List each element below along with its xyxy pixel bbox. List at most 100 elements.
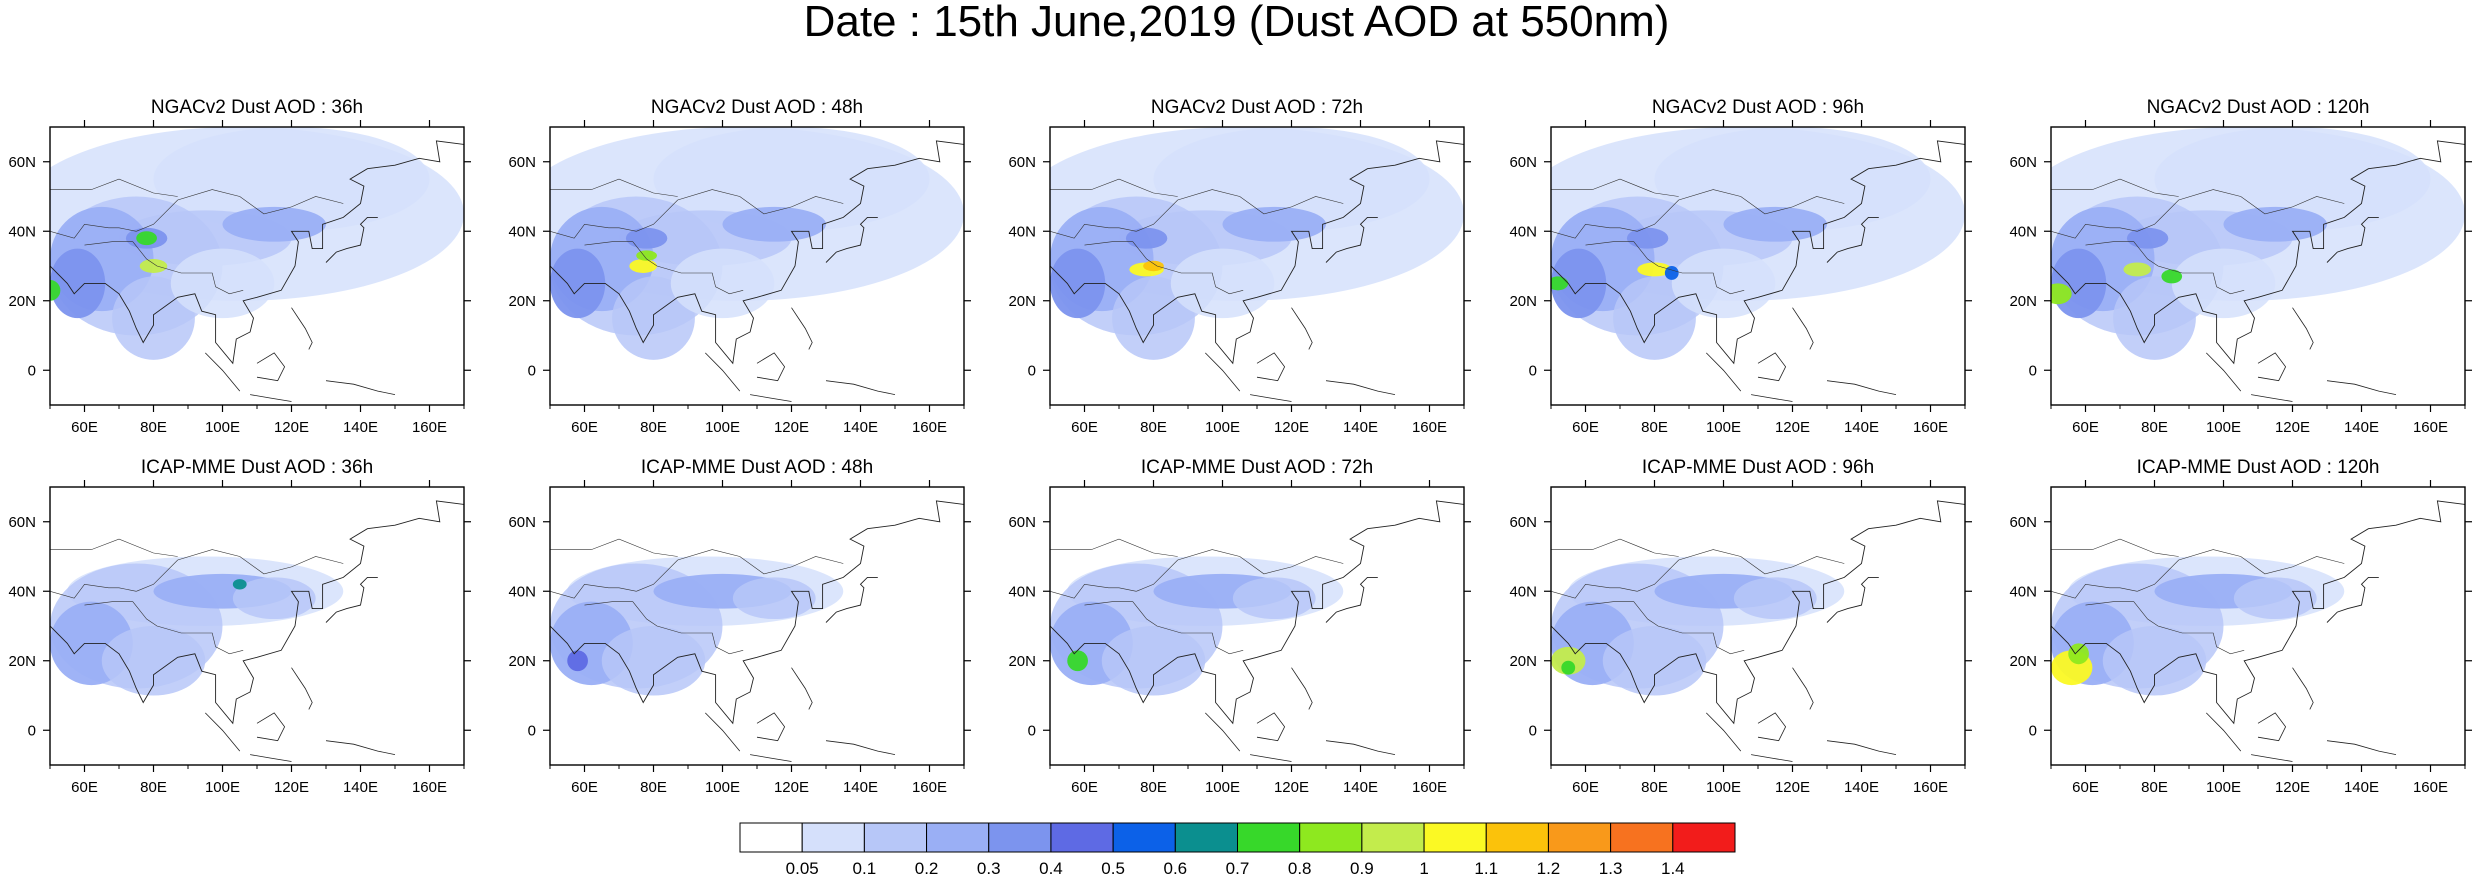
aod-blob xyxy=(136,231,157,246)
coastline xyxy=(250,394,292,402)
aod-blob xyxy=(2068,643,2089,665)
colorbar-box xyxy=(1547,822,1612,853)
dust-aod-field xyxy=(2051,487,2465,765)
aod-blob xyxy=(50,279,61,301)
coastline xyxy=(1757,352,1787,382)
country-border xyxy=(1050,223,1137,239)
coastline xyxy=(1826,576,1879,623)
lon-tick-label: 140E xyxy=(1844,419,1879,436)
country-border xyxy=(2051,223,2138,239)
coastline xyxy=(2326,380,2397,395)
lon-tick-label: 80E xyxy=(1641,419,1668,436)
country-border xyxy=(1551,583,1638,599)
coastline xyxy=(1826,740,1897,755)
colorbar-box xyxy=(801,822,865,853)
colorbar-label: 0.8 xyxy=(1288,859,1312,874)
dust-aod-field xyxy=(1050,127,1464,405)
coastline xyxy=(1706,352,1742,392)
coastline xyxy=(1325,576,1378,623)
lat-tick-label: 60N xyxy=(1008,514,1036,531)
country-border xyxy=(50,538,178,557)
aod-blob xyxy=(2171,248,2276,319)
coastline xyxy=(250,754,292,762)
coastline xyxy=(1792,667,1814,710)
aod-blob xyxy=(2102,626,2207,696)
aod-blob xyxy=(1125,227,1168,249)
lat-tick-label: 40N xyxy=(508,223,536,240)
country-border xyxy=(1084,601,1244,655)
lon-tick-label: 120E xyxy=(1775,419,1810,436)
aod-blob xyxy=(567,650,588,672)
lon-tick-label: 80E xyxy=(2141,419,2168,436)
colorbar-box xyxy=(1050,822,1114,853)
aod-blob xyxy=(1143,260,1164,272)
lat-tick-label: 60N xyxy=(2009,514,2037,531)
coastline xyxy=(2292,307,2314,350)
aod-blob xyxy=(601,626,706,696)
lon-tick-label: 160E xyxy=(2413,779,2448,796)
lon-tick-label: 140E xyxy=(2344,419,2379,436)
coastline xyxy=(2292,667,2314,710)
coastline xyxy=(2257,352,2287,382)
lon-tick-label: 140E xyxy=(1343,779,1378,796)
coastline xyxy=(50,500,464,725)
lon-tick-label: 140E xyxy=(1844,779,1879,796)
coastline xyxy=(825,576,878,623)
coastline xyxy=(2326,216,2379,263)
aod-blob xyxy=(1101,626,1206,696)
aod-blob xyxy=(2051,283,2072,305)
country-border xyxy=(136,549,344,592)
lon-tick-label: 60E xyxy=(1572,779,1599,796)
aod-blob xyxy=(1654,127,1931,232)
lat-tick-label: 60N xyxy=(508,154,536,171)
lon-tick-label: 140E xyxy=(343,419,378,436)
aod-blob xyxy=(1153,127,1430,232)
coastline xyxy=(550,500,964,725)
coastline xyxy=(2251,394,2293,402)
lon-tick-label: 160E xyxy=(1412,419,1447,436)
lon-tick-label: 160E xyxy=(412,419,447,436)
aod-blob xyxy=(2233,577,2317,620)
coastline xyxy=(1792,307,1814,350)
aod-blob xyxy=(625,227,668,249)
colorbar-box xyxy=(988,822,1052,853)
panel-title: ICAP-MME Dust AOD : 96h xyxy=(1642,457,1874,478)
country-border xyxy=(1551,178,1679,197)
panel-title: ICAP-MME Dust AOD : 120h xyxy=(2137,457,2380,478)
coastline xyxy=(1205,352,1241,392)
aod-blob xyxy=(1671,248,1776,319)
lon-tick-label: 140E xyxy=(1343,419,1378,436)
colorbar-label: 0.1 xyxy=(853,859,877,874)
lon-tick-label: 120E xyxy=(1274,419,1309,436)
colorbar-box xyxy=(1299,822,1363,853)
country-border xyxy=(1551,538,1679,557)
colorbar-label: 0.6 xyxy=(1163,859,1187,874)
coastline xyxy=(291,667,313,710)
colorbar-box xyxy=(1237,822,1301,853)
aod-blob xyxy=(50,248,106,319)
lat-tick-label: 0 xyxy=(28,722,36,739)
dust-aod-field xyxy=(550,487,964,765)
coastline xyxy=(750,754,792,762)
lon-tick-label: 160E xyxy=(412,779,447,796)
lat-tick-label: 20N xyxy=(8,293,36,310)
lon-tick-label: 60E xyxy=(71,779,98,796)
lon-tick-label: 120E xyxy=(2275,419,2310,436)
aod-blob xyxy=(101,626,206,696)
lat-tick-label: 60N xyxy=(1509,154,1537,171)
lat-tick-label: 0 xyxy=(1028,362,1036,379)
colorbar-box xyxy=(1672,822,1736,853)
lon-tick-label: 140E xyxy=(843,419,878,436)
lon-tick-label: 80E xyxy=(1641,779,1668,796)
lat-tick-label: 40N xyxy=(1509,583,1537,600)
aod-blob xyxy=(1602,626,1707,696)
colorbar-label: 0.3 xyxy=(977,859,1001,874)
coastline xyxy=(2051,500,2465,725)
coastline xyxy=(750,394,792,402)
lon-tick-label: 80E xyxy=(640,419,667,436)
colorbar-box xyxy=(926,822,990,853)
aod-blob xyxy=(2123,262,2152,277)
aod-blob xyxy=(2154,127,2431,232)
country-border xyxy=(1585,241,1745,295)
